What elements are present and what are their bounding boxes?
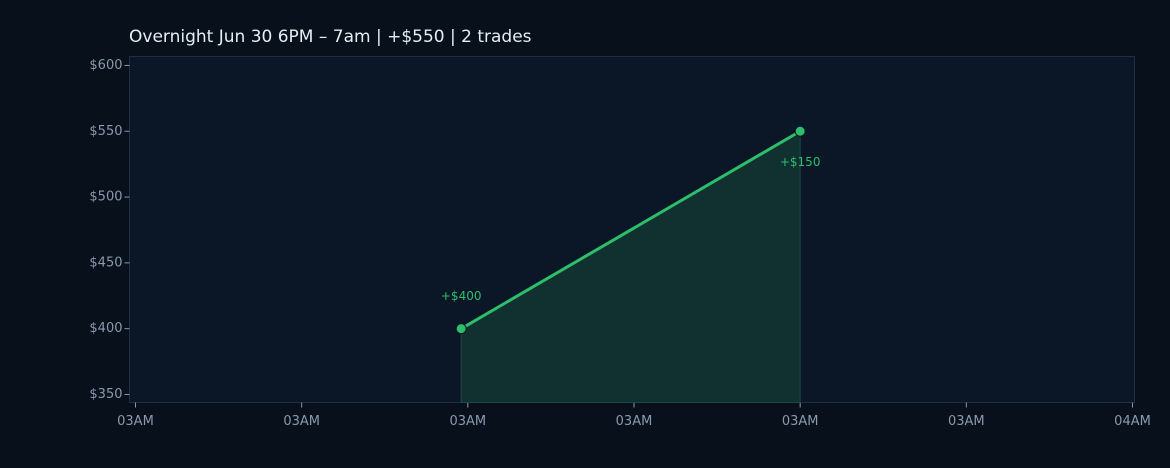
x-tick-label: 03AM: [948, 414, 985, 429]
line: [460, 129, 801, 330]
x-tick-label: 03AM: [117, 414, 154, 429]
point: [794, 125, 806, 137]
annotation: +$150: [780, 155, 821, 169]
x-tick-label: 04AM: [1114, 414, 1151, 429]
y-tick-label: $550: [89, 124, 122, 139]
annotation: +$400: [441, 289, 482, 303]
x-tick-label: 03AM: [449, 414, 486, 429]
x-tick-label: 03AM: [283, 414, 320, 429]
x-tick-label: 03AM: [782, 414, 819, 429]
x-tick-label: 03AM: [616, 414, 653, 429]
y-tick-label: $600: [89, 58, 122, 73]
y-tick-label: $500: [89, 190, 122, 205]
y-tick-label: $450: [89, 255, 122, 270]
y-tick-label: $400: [89, 321, 122, 336]
chart-title: Overnight Jun 30 6PM – 7am | +$550 | 2 t…: [129, 27, 532, 47]
y-tick-label: $350: [89, 387, 122, 402]
point: [455, 323, 467, 335]
